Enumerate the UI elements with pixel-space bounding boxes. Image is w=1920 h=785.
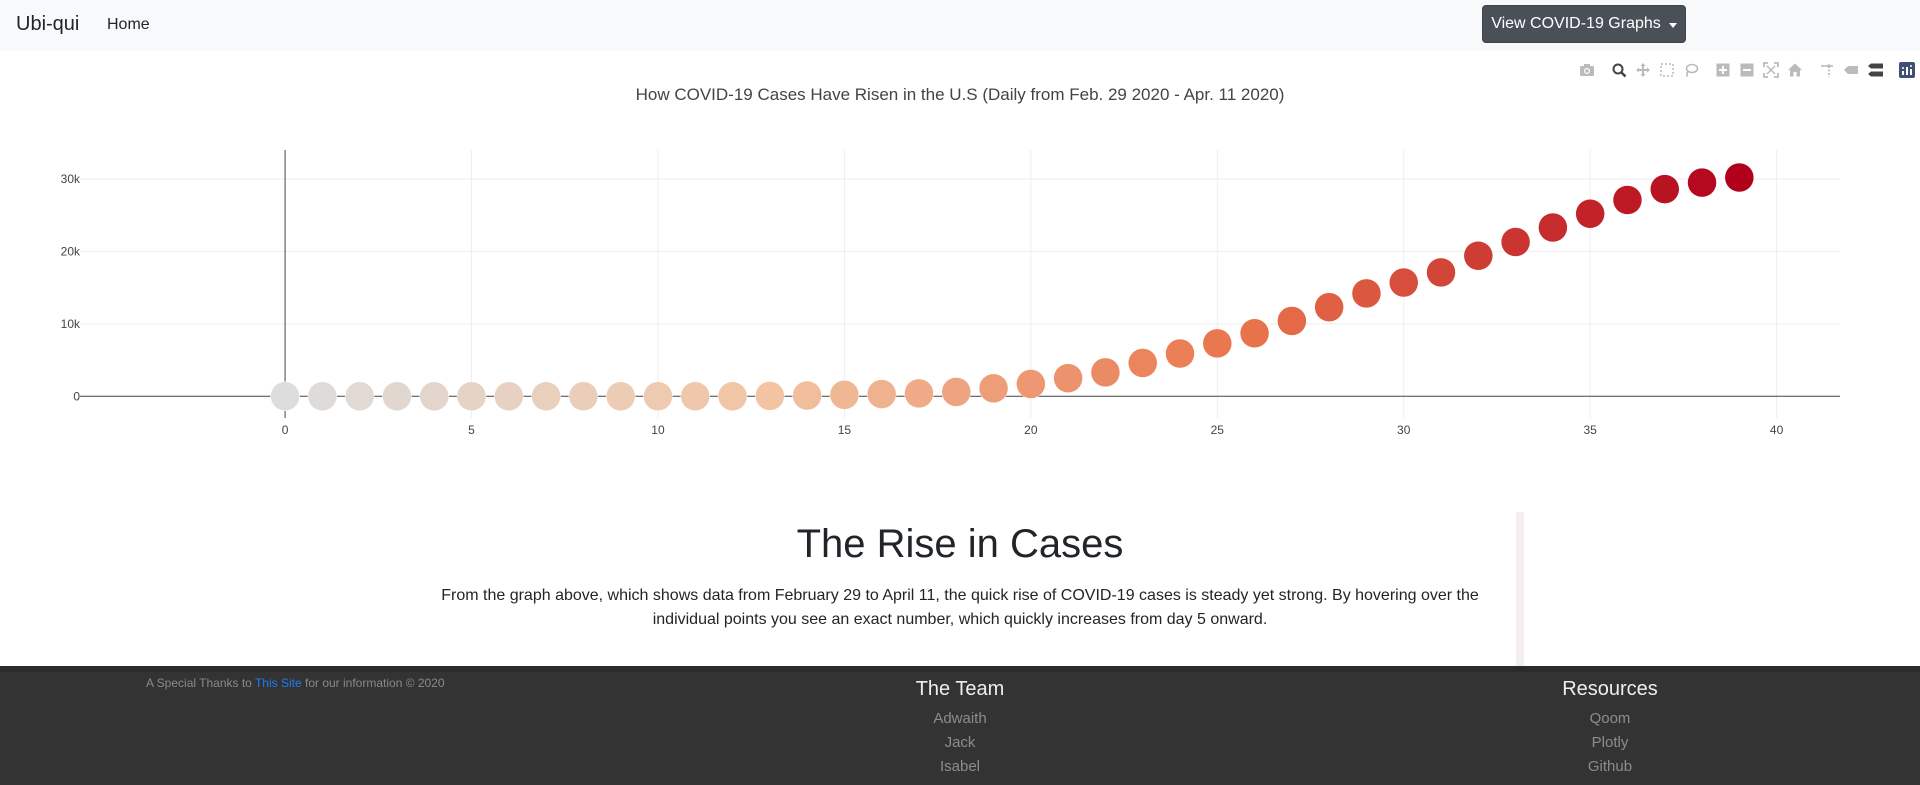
resource-link-github[interactable]: Github bbox=[1587, 758, 1633, 775]
data-point[interactable] bbox=[605, 381, 636, 412]
y-tick-labels: 0 10k 20k 30k bbox=[61, 172, 81, 403]
data-point[interactable] bbox=[531, 381, 561, 412]
data-point[interactable] bbox=[866, 379, 897, 409]
y-tick-label: 30k bbox=[61, 172, 81, 186]
data-point[interactable] bbox=[755, 381, 785, 411]
data-point[interactable] bbox=[680, 381, 711, 412]
footer-credits: A Special Thanks to This Site for our in… bbox=[146, 676, 445, 690]
nav-link-home[interactable]: Home bbox=[107, 16, 150, 33]
x-tick-label: 35 bbox=[1583, 423, 1597, 437]
footer-team-column: The Team Adwaith Jack Isabel bbox=[840, 678, 1080, 779]
zoom-in-icon[interactable] bbox=[1711, 60, 1735, 80]
data-point[interactable] bbox=[494, 381, 524, 412]
data-point[interactable] bbox=[1500, 227, 1531, 257]
data-point[interactable] bbox=[307, 381, 338, 412]
data-point[interactable] bbox=[456, 381, 487, 412]
x-tick-label: 40 bbox=[1770, 423, 1784, 437]
credits-prefix: A Special Thanks to bbox=[146, 676, 255, 690]
cases-scatter-plot[interactable]: 0 5 10 15 20 25 30 35 40 0 10k 20k 30k bbox=[0, 0, 1920, 460]
hover-closest-icon[interactable] bbox=[1839, 60, 1863, 80]
x-tick-label: 25 bbox=[1211, 423, 1225, 437]
zoom-out-icon[interactable] bbox=[1735, 60, 1759, 80]
data-points bbox=[270, 162, 1755, 412]
x-tick-label: 15 bbox=[838, 423, 852, 437]
x-tick-label: 0 bbox=[282, 423, 289, 437]
camera-icon[interactable] bbox=[1575, 60, 1599, 80]
data-point[interactable] bbox=[1090, 357, 1121, 388]
navbar: Ubi-qui Home View COVID-19 Graphs bbox=[0, 0, 1920, 51]
data-point[interactable] bbox=[829, 380, 860, 410]
data-point[interactable] bbox=[270, 381, 300, 412]
lasso-icon[interactable] bbox=[1679, 60, 1703, 80]
data-point[interactable] bbox=[1612, 185, 1643, 215]
zoom-icon[interactable] bbox=[1607, 60, 1631, 80]
brand-logo[interactable]: Ubi-qui bbox=[16, 13, 80, 35]
team-heading: The Team bbox=[915, 678, 1005, 700]
team-member: Adwaith bbox=[933, 710, 987, 727]
team-member: Jack bbox=[944, 734, 976, 751]
section-title: The Rise in Cases bbox=[796, 522, 1124, 566]
x-tick-label: 20 bbox=[1024, 423, 1038, 437]
box-select-icon[interactable] bbox=[1655, 60, 1679, 80]
pan-icon[interactable] bbox=[1631, 60, 1655, 80]
data-point[interactable] bbox=[568, 381, 599, 412]
plot-modebar bbox=[1575, 60, 1919, 80]
data-point[interactable] bbox=[1127, 348, 1158, 378]
section-paragraph: From the graph above, which shows data f… bbox=[441, 587, 1479, 628]
chart-title: How COVID-19 Cases Have Risen in the U.S… bbox=[635, 85, 1285, 104]
footer-resources-column: Resources Qoom Plotly Github bbox=[1490, 678, 1730, 779]
data-point[interactable] bbox=[1649, 174, 1680, 204]
reset-axes-icon[interactable] bbox=[1783, 60, 1807, 80]
hover-compare-icon[interactable] bbox=[1863, 60, 1887, 80]
data-point[interactable] bbox=[1463, 241, 1494, 271]
data-point[interactable] bbox=[941, 377, 972, 407]
data-point[interactable] bbox=[978, 373, 1009, 404]
y-gridlines bbox=[80, 178, 1840, 325]
x-gridlines bbox=[471, 150, 1778, 418]
x-tick-label: 10 bbox=[651, 423, 665, 437]
autoscale-icon[interactable] bbox=[1759, 60, 1783, 80]
data-point[interactable] bbox=[1277, 306, 1307, 336]
data-point[interactable] bbox=[717, 381, 748, 412]
data-point[interactable] bbox=[1538, 212, 1568, 243]
data-point[interactable] bbox=[1053, 363, 1083, 393]
y-tick-label: 10k bbox=[61, 317, 81, 331]
y-tick-label: 0 bbox=[73, 389, 80, 403]
spike-lines-icon[interactable] bbox=[1815, 60, 1839, 80]
data-point[interactable] bbox=[1351, 278, 1382, 309]
data-point[interactable] bbox=[1165, 338, 1195, 369]
data-point[interactable] bbox=[1687, 167, 1717, 198]
data-point[interactable] bbox=[1314, 292, 1344, 322]
data-point[interactable] bbox=[382, 381, 412, 412]
data-point[interactable] bbox=[792, 380, 822, 411]
data-point[interactable] bbox=[643, 381, 673, 412]
data-point[interactable] bbox=[1388, 267, 1419, 298]
data-point[interactable] bbox=[904, 378, 934, 409]
credits-suffix: for our information © 2020 bbox=[301, 676, 445, 690]
credits-link[interactable]: This Site bbox=[254, 676, 302, 690]
x-tick-label: 5 bbox=[468, 423, 475, 437]
data-point[interactable] bbox=[1239, 318, 1270, 349]
data-point[interactable] bbox=[1426, 257, 1456, 288]
data-point[interactable] bbox=[419, 381, 449, 412]
resource-link-plotly[interactable]: Plotly bbox=[1591, 734, 1629, 751]
x-tick-labels: 0 5 10 15 20 25 30 35 40 bbox=[282, 423, 1784, 437]
caret-down-icon bbox=[1668, 22, 1677, 28]
plotly-logo-icon[interactable] bbox=[1895, 60, 1919, 80]
view-graphs-dropdown-button[interactable]: View COVID-19 Graphs bbox=[1482, 5, 1686, 43]
data-point[interactable] bbox=[1202, 328, 1233, 359]
data-point[interactable] bbox=[1724, 162, 1755, 193]
data-point[interactable] bbox=[1575, 198, 1605, 229]
footer: A Special Thanks to This Site for our in… bbox=[0, 666, 1920, 785]
y-tick-label: 20k bbox=[61, 244, 81, 258]
x-tick-label: 30 bbox=[1397, 423, 1411, 437]
team-member: Isabel bbox=[939, 758, 981, 775]
resource-link-qoom[interactable]: Qoom bbox=[1589, 710, 1631, 727]
data-point[interactable] bbox=[344, 381, 375, 412]
sidebar-divider bbox=[1516, 512, 1524, 666]
footer-top-border bbox=[0, 666, 1920, 672]
resources-heading: Resources bbox=[1562, 678, 1658, 700]
view-graphs-label: View COVID-19 Graphs bbox=[1491, 15, 1661, 32]
data-point[interactable] bbox=[1016, 369, 1046, 399]
